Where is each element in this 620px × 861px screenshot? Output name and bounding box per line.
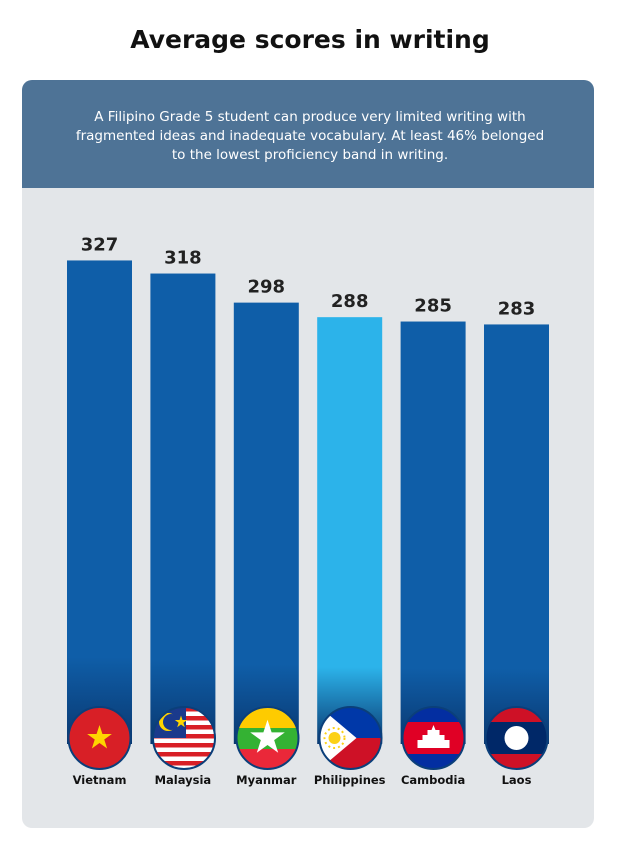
bars: 327 318 298 288 285 283 (67, 234, 549, 744)
x-tick-label: Philippines (314, 773, 386, 787)
x-tick-label: Cambodia (401, 773, 465, 787)
value-label: 298 (248, 277, 286, 298)
flag-philippines (318, 706, 383, 770)
bar (67, 260, 132, 744)
subtitle: to the lowest proficiency band in writin… (172, 147, 448, 163)
bar (400, 321, 466, 744)
chart-title: Average scores in writing (130, 25, 490, 54)
x-tick-label: Malaysia (155, 773, 212, 787)
value-label: 288 (331, 291, 369, 312)
flag-laos (484, 706, 549, 770)
x-tick-label: Vietnam (73, 773, 127, 787)
bar (233, 302, 299, 744)
bar (150, 273, 216, 744)
x-tick-label: Laos (502, 773, 532, 787)
bar (484, 324, 549, 744)
value-label: 285 (414, 296, 452, 317)
value-label: 327 (81, 234, 119, 255)
flag-myanmar (235, 706, 300, 770)
flag-malaysia (152, 706, 216, 770)
subtitle: A Filipino Grade 5 student can produce v… (94, 109, 525, 125)
flag-vietnam (67, 706, 132, 770)
bar (317, 317, 383, 744)
flags (67, 706, 549, 770)
subtitle: fragmented ideas and inadequate vocabula… (76, 128, 544, 144)
header-band (22, 80, 594, 188)
value-label: 283 (498, 298, 536, 319)
x-tick-label: Myanmar (236, 773, 297, 787)
flag-cambodia (401, 706, 466, 770)
value-label: 318 (164, 248, 202, 269)
